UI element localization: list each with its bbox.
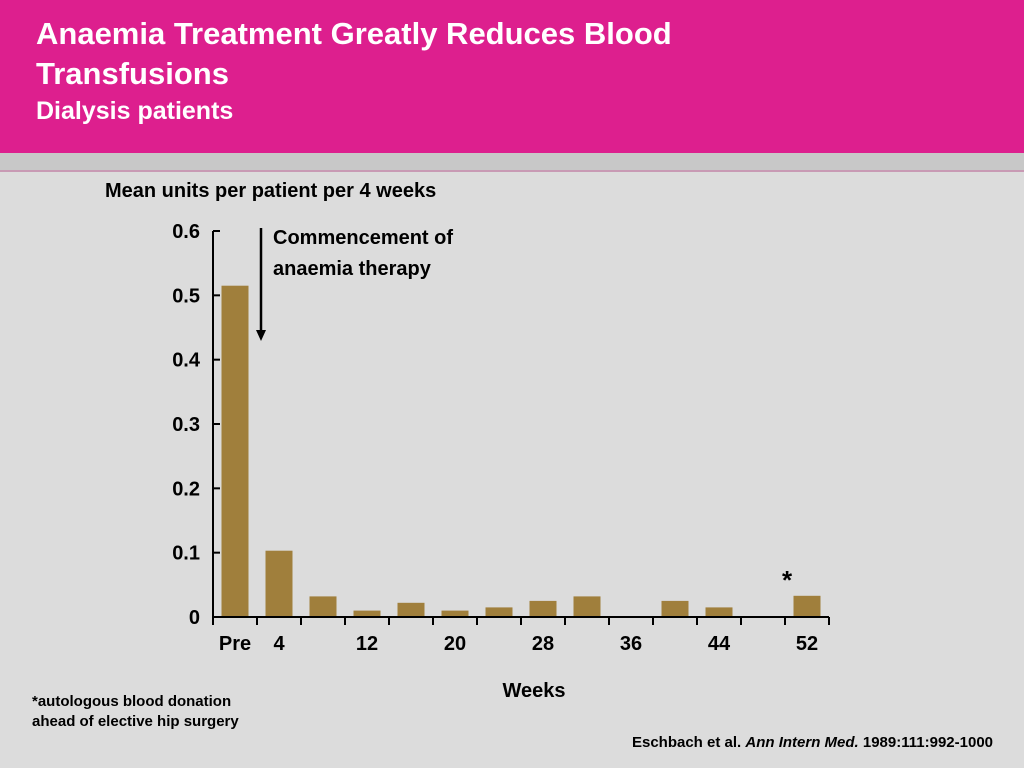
x-tick-label: 28	[532, 633, 554, 655]
y-tick-label: 0	[189, 607, 200, 629]
citation-authors: Eschbach et al.	[631, 734, 742, 751]
bar-20	[441, 610, 469, 617]
title-banner	[0, 0, 1024, 153]
y-tick-label: 0.1	[172, 543, 200, 565]
footnote-line: *autologous blood donation	[32, 693, 232, 710]
annotation-therapy-line2: anaemia therapy	[273, 258, 432, 280]
y-tick-label: 0.5	[172, 285, 200, 307]
bar-12	[353, 610, 381, 617]
bar-28	[529, 600, 557, 617]
bar-4	[265, 550, 293, 617]
bar-52	[793, 595, 821, 617]
bar-8	[309, 596, 337, 617]
x-axis-title: Weeks	[502, 680, 565, 702]
slide-subtitle: Dialysis patients	[36, 97, 234, 125]
y-tick-label: 0.2	[172, 478, 200, 500]
bar-40	[661, 600, 689, 617]
y-tick-label: 0.3	[172, 414, 200, 436]
y-axis-title: Mean units per patient per 4 weeks	[105, 180, 436, 202]
x-tick-label: 12	[356, 633, 378, 655]
x-tick-label: 4	[273, 633, 285, 655]
x-tick-label: Pre	[219, 633, 251, 655]
citation: Eschbach et al. Ann Intern Med. 1989:111…	[632, 733, 993, 753]
header-divider	[0, 153, 1024, 172]
bar-44	[705, 607, 733, 617]
bar-32	[573, 596, 601, 617]
bar-Pre	[221, 285, 249, 617]
citation-reference: 1989:111:992-1000	[862, 734, 993, 751]
x-tick-label: 20	[444, 633, 466, 655]
y-tick-label: 0.6	[172, 221, 200, 243]
asterisk-annotation: *	[782, 565, 793, 595]
x-tick-label: 36	[620, 633, 642, 655]
annotation-therapy-line1: Commencement of	[273, 227, 453, 249]
y-tick-label: 0.4	[172, 350, 201, 372]
x-tick-label: 44	[708, 633, 731, 655]
slide-title: Anaemia Treatment Greatly Reduces Blood …	[36, 16, 672, 91]
bar-16	[397, 602, 425, 617]
x-tick-label: 52	[796, 633, 818, 655]
footnote-line: ahead of elective hip surgery	[32, 713, 239, 730]
footnote: *autologous blood donation ahead of elec…	[32, 692, 239, 732]
citation-journal: Ann Intern Med.	[745, 734, 859, 751]
annotation-arrow-head	[256, 330, 266, 341]
bar-24	[485, 607, 513, 617]
